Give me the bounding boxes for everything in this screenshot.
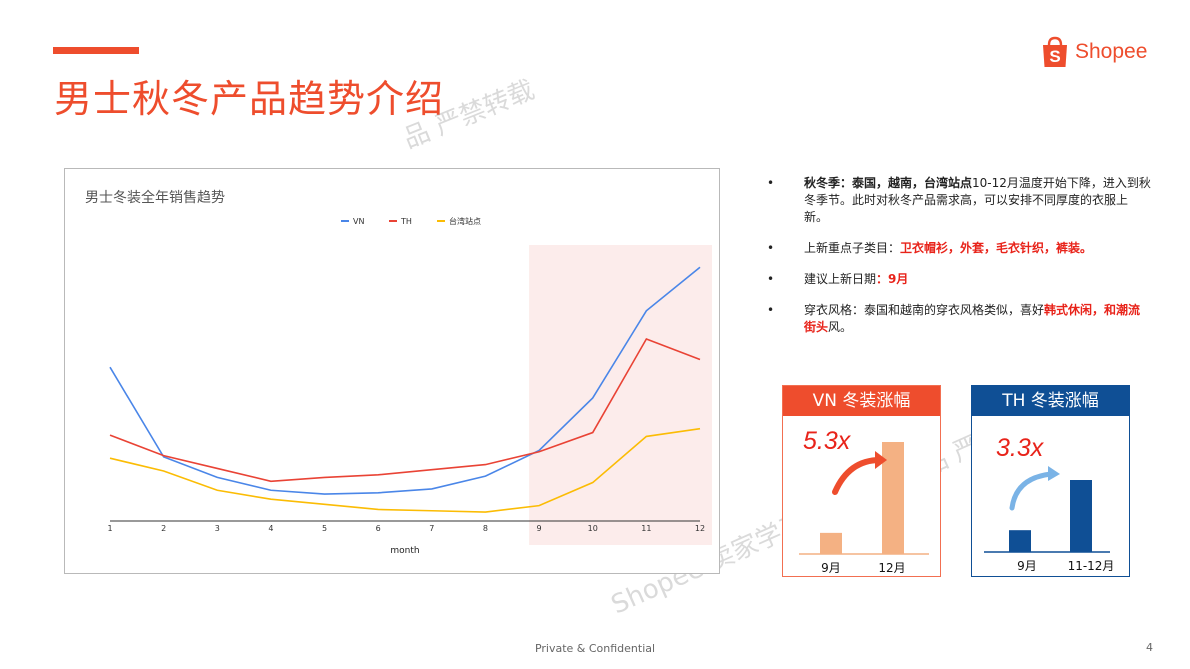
x-tick-label: 8 <box>483 524 488 533</box>
shopee-logo: S Shopee <box>1040 36 1147 68</box>
bullet-text: 10-12月温度开始下降，进入到秋冬季节。此时对秋冬产品需求高，可以安排不同厚度… <box>804 176 1151 224</box>
card-title: VN 冬装涨幅 <box>783 386 940 416</box>
x-tick-label: 5 <box>322 524 327 533</box>
vn-growth-card: VN 冬装涨幅 5.3x 9月 12月 <box>782 385 941 577</box>
arrow-head-icon <box>1048 466 1060 481</box>
bar-nov-dec <box>1070 480 1092 552</box>
series-line-VN <box>109 266 701 495</box>
series-line-台湾站点 <box>109 427 701 513</box>
chart-title: 男士冬装全年销售趋势 <box>85 189 225 206</box>
highlight-region <box>529 245 712 545</box>
bullet-icon: • <box>767 303 775 317</box>
series-line-TH <box>109 337 701 483</box>
card-title: TH 冬装涨幅 <box>972 386 1129 416</box>
growth-multiplier: 5.3x <box>803 427 851 455</box>
sales-trend-chart: 男士冬装全年销售趋势 month VN TH 台湾站点 1 2 3 4 5 6 7 8 9 10 11 1… <box>64 168 720 574</box>
bar-dec <box>882 442 904 554</box>
growth-arrow-icon <box>832 457 883 495</box>
slide-title: 男士秋冬产品趋势介绍 <box>54 77 445 121</box>
bullet-text: ：9月 <box>876 272 909 286</box>
x-tick-label: 10 <box>588 524 598 533</box>
bullet-item: • 穿衣风格：泰国和越南的穿衣风格类似，喜好韩式休闲，和潮流街头风。 <box>766 302 1151 336</box>
bullet-text: 上新重点子类目： <box>804 241 901 255</box>
bar-sep <box>820 532 842 554</box>
bar-label: 9月 <box>821 561 841 575</box>
svg-text:S: S <box>1049 47 1060 66</box>
growth-arrow-icon <box>1009 471 1054 511</box>
x-tick-label: 6 <box>376 524 381 533</box>
x-tick-label: 2 <box>161 524 166 533</box>
x-tick-label: 4 <box>268 524 273 533</box>
bar-label: 9月 <box>1017 559 1037 573</box>
bar-sep <box>1009 530 1031 552</box>
bar-label: 11-12月 <box>1067 559 1115 573</box>
x-tick-label: 11 <box>641 524 651 533</box>
x-tick-label: 9 <box>537 524 542 533</box>
page-number: 4 <box>1146 641 1153 654</box>
bullet-item: • 秋冬季：泰国，越南，台湾站点10-12月温度开始下降，进入到秋冬季节。此时对秋… <box>766 175 1151 226</box>
bullet-icon: • <box>767 272 775 286</box>
bullet-text: 穿衣风格：泰国和越南的穿衣风格类似，喜好 <box>804 303 1045 317</box>
bullet-item: • 上新重点子类目：卫衣帽衫，外套，毛衣针织，裤装。 <box>766 240 1151 257</box>
bullet-text: 秋冬季：泰国，越南，台湾站点 <box>804 176 973 190</box>
brand-name: Shopee <box>1075 40 1148 63</box>
bullet-item: • 建议上新日期：9月 <box>766 271 1151 288</box>
x-tick-label: 3 <box>215 524 220 533</box>
title-accent-bar <box>53 47 139 54</box>
bullet-icon: • <box>767 176 775 190</box>
th-growth-card: TH 冬装涨幅 3.3x 9月 11-12月 <box>971 385 1130 577</box>
confidential-footer: Private & Confidential <box>534 642 656 655</box>
x-axis-label: month <box>390 546 419 556</box>
bullet-text: 风。 <box>828 320 853 334</box>
x-tick-label: 12 <box>695 524 705 533</box>
growth-multiplier: 3.3x <box>996 434 1044 462</box>
growth-bars <box>984 466 1110 553</box>
bullet-icon: • <box>767 241 775 255</box>
bullet-text: 卫衣帽衫，外套，毛衣针织，裤装。 <box>900 241 1093 255</box>
x-tick-label: 7 <box>429 524 434 533</box>
growth-bars <box>799 442 929 555</box>
bar-label: 12月 <box>878 561 906 575</box>
arrow-head-icon <box>875 451 887 469</box>
x-tick-label: 1 <box>107 524 112 533</box>
bullet-text: 韩式休闲，和潮流街头 <box>804 303 1141 334</box>
legend-label: VN <box>353 217 364 226</box>
shopping-bag-icon: S <box>1043 36 1067 67</box>
legend-label: TH <box>400 217 412 226</box>
legend-label: 台湾站点 <box>449 216 481 226</box>
key-points-list: • 秋冬季：泰国，越南，台湾站点10-12月温度开始下降，进入到秋冬季节。此时对秋… <box>766 175 1151 350</box>
line-chart: 男士冬装全年销售趋势 month VN TH 台湾站点 1 2 3 4 5 6 7 8 9 10 11 1… <box>85 189 712 556</box>
bullet-text: 建议上新日期 <box>804 272 877 286</box>
